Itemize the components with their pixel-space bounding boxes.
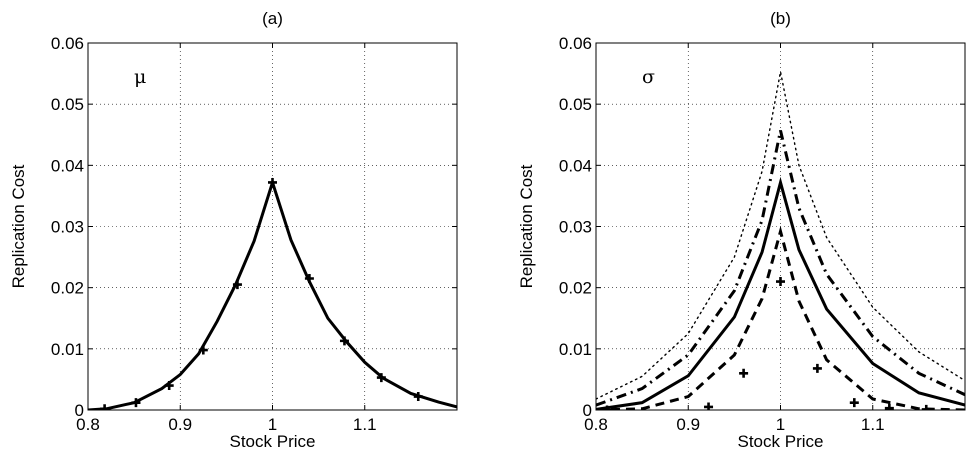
y-tick-label: 0.03 bbox=[559, 218, 592, 237]
data-marker bbox=[339, 336, 349, 346]
x-tick-label: 1 bbox=[268, 415, 277, 434]
panel-title: (b) bbox=[770, 9, 791, 28]
x-tick-label: 1.1 bbox=[353, 415, 377, 434]
x-tick-label: 0.8 bbox=[584, 415, 608, 434]
plot-area bbox=[596, 71, 965, 410]
series-line-solid bbox=[596, 176, 965, 410]
data-marker bbox=[100, 404, 110, 410]
y-tick-label: 0.01 bbox=[51, 340, 84, 359]
data-marker bbox=[776, 277, 785, 287]
data-marker bbox=[812, 363, 822, 373]
data-marker bbox=[232, 280, 242, 290]
y-axis-label: Replication Cost bbox=[9, 164, 28, 288]
panel-b: 0.8 0.9 1 1.1 0 0.01 0.02 0.03 0.04 0.05 0.06 Stock… bbox=[517, 9, 966, 451]
y-tick-label: 0.02 bbox=[559, 279, 592, 298]
y-tick-label: 0.04 bbox=[51, 156, 84, 175]
data-marker bbox=[131, 398, 141, 408]
data-marker bbox=[304, 273, 314, 283]
y-axis-label: Replication Cost bbox=[517, 164, 536, 288]
plot-area bbox=[88, 177, 457, 410]
x-axis-label: Stock Price bbox=[738, 432, 824, 451]
series-line-dotted bbox=[596, 71, 965, 400]
x-axis-label: Stock Price bbox=[230, 432, 316, 451]
panel-a: 0.8 0.9 1 1.1 0 0.01 0.02 0.03 0.04 0.05 0.06 Stock… bbox=[9, 9, 458, 451]
y-tick-label: 0.06 bbox=[559, 34, 592, 53]
data-marker bbox=[602, 405, 612, 410]
y-tick-label: 0.06 bbox=[51, 34, 84, 53]
data-marker bbox=[198, 345, 208, 355]
y-tick-label: 0.05 bbox=[51, 95, 84, 114]
data-marker bbox=[921, 404, 931, 410]
y-tick-label: 0.02 bbox=[51, 279, 84, 298]
y-tick-label: 0.05 bbox=[559, 95, 592, 114]
x-tick-label: 1 bbox=[776, 415, 785, 434]
data-marker bbox=[413, 392, 423, 402]
y-tick-label: 0.03 bbox=[51, 218, 84, 237]
data-marker bbox=[739, 368, 749, 378]
x-tick-label: 0.9 bbox=[168, 415, 192, 434]
x-tick-label: 1.1 bbox=[861, 415, 885, 434]
x-tick-label: 0.9 bbox=[676, 415, 700, 434]
data-marker bbox=[849, 398, 859, 408]
data-marker bbox=[268, 177, 277, 187]
y-tick-label: 0 bbox=[75, 401, 84, 420]
data-marker bbox=[884, 403, 894, 410]
data-marker bbox=[376, 373, 386, 383]
data-marker bbox=[164, 381, 174, 391]
y-tick-label: 0.04 bbox=[559, 156, 592, 175]
y-tick-label: 0.01 bbox=[559, 340, 592, 359]
y-tick-label: 0 bbox=[583, 401, 592, 420]
panel-annotation: μ bbox=[134, 66, 146, 88]
x-tick-label: 0.8 bbox=[76, 415, 100, 434]
series-line-dashed bbox=[596, 225, 965, 410]
series-line-dashdot bbox=[596, 130, 965, 407]
panel-title: (a) bbox=[262, 9, 283, 28]
panel-annotation: σ bbox=[642, 66, 655, 88]
